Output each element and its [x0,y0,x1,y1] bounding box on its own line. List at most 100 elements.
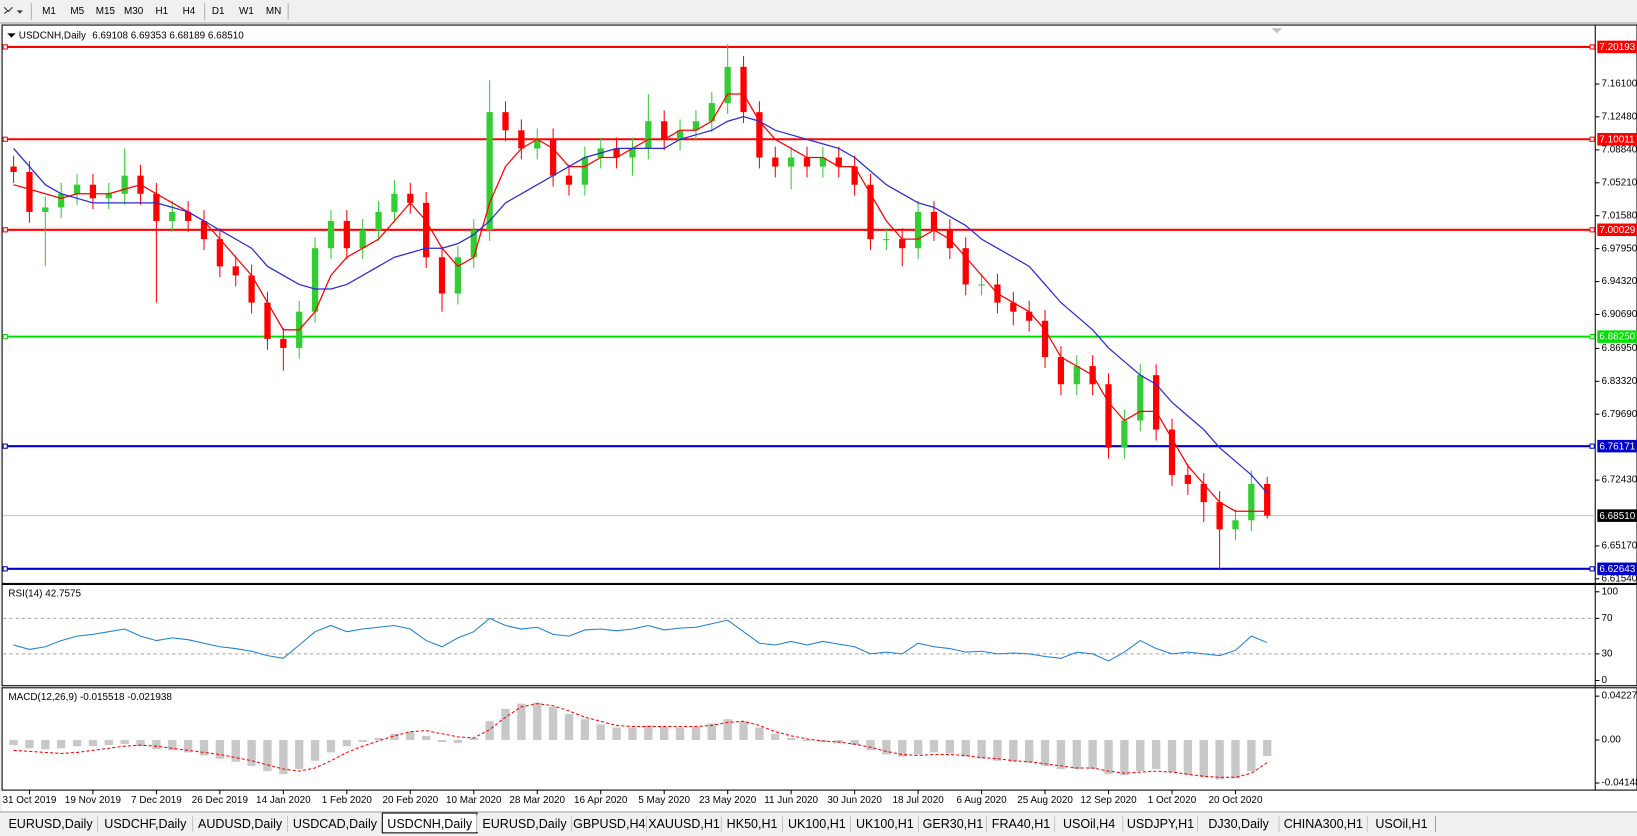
macd-histogram-bar [247,739,256,766]
timeframe-button[interactable]: MN [266,6,281,17]
toolbar-tool-icon[interactable] [3,6,13,14]
timeframe-button[interactable]: D1 [212,6,225,17]
tab-label[interactable]: USDJPY,H1 [1127,817,1194,831]
tab-label[interactable]: GER30,H1 [923,817,984,831]
tab-label[interactable]: FRA40,H1 [992,817,1050,831]
tab[interactable] [477,814,572,832]
tab[interactable] [721,814,783,832]
candle-body [1232,520,1239,530]
y-tick-label: 6.79690 [1602,409,1637,420]
level-price-label: 7.20193 [1599,42,1635,53]
candle-body [803,157,811,167]
candle-body [1264,483,1271,516]
level-price-label: 7.00029 [1599,225,1635,236]
timeframe-button[interactable]: W1 [239,6,254,17]
y-tick-label: 100 [1602,586,1619,597]
x-tick-label: 1 Feb 2020 [322,795,373,806]
tab-label[interactable]: EURUSD,Daily [8,817,93,831]
macd-histogram-bar [771,733,780,740]
x-tick-label: 26 Dec 2019 [192,795,249,806]
chart-shift-marker [1271,28,1283,34]
candle-body [772,157,779,167]
tab[interactable] [1279,814,1368,832]
candle-body [724,66,731,104]
tab-label[interactable]: USDCHF,Daily [104,817,187,831]
candle-body [121,175,128,194]
x-tick-label: 1 Oct 2020 [1148,795,1197,806]
macd-histogram-bar [469,737,478,740]
timeframe-button[interactable]: M1 [42,6,56,17]
candle-body [343,220,350,249]
candle-body [359,230,366,249]
macd-histogram-bar [104,739,113,746]
rsi-title: RSI(14) 42.7575 [8,588,81,599]
y-tick-label: 6.97950 [1602,243,1637,254]
tab[interactable] [646,814,722,832]
tab[interactable] [782,814,851,832]
macd-histogram-bar [374,737,383,740]
candle-body [629,148,636,158]
tab-label[interactable]: UK100,H1 [856,817,914,831]
tab-label[interactable]: USOil,H4 [1063,817,1115,831]
candle-body [1057,357,1065,385]
tab[interactable] [192,814,288,832]
macd-histogram-bar [929,739,939,753]
tab-label[interactable]: GBPUSD,H4 [573,817,645,831]
timeframe-button[interactable]: H4 [183,6,196,17]
tab-label[interactable]: EURUSD,Daily [482,817,567,831]
candle-body [169,211,176,221]
moving-average [13,116,1268,494]
tab-label[interactable]: USDCAD,Daily [293,817,378,831]
tab-label[interactable]: HK50,H1 [727,817,778,831]
tab[interactable] [97,814,193,832]
toolbar [0,0,1637,23]
tab[interactable] [1123,814,1198,832]
x-tick-label: 5 May 2020 [638,795,690,806]
candle-body [565,175,573,185]
y-tick-label: 7.05210 [1602,177,1637,188]
tab[interactable] [850,814,919,832]
timeframe-button[interactable]: M30 [124,6,144,17]
tab-label[interactable]: DJ30,Daily [1208,817,1269,831]
tab-label[interactable]: XAUUSD,H1 [648,817,720,831]
tab-label[interactable]: USOil,H1 [1375,817,1427,831]
candle-body [1248,483,1255,521]
macd-histogram-bar [310,739,320,761]
current-price-tag [1597,509,1637,522]
tab[interactable] [3,814,98,832]
tab[interactable] [571,814,647,832]
timeframe-button[interactable]: H1 [155,6,168,17]
candle-body [645,121,652,149]
x-tick-label: 18 Jul 2020 [892,795,944,806]
toolbar-dropdown[interactable] [16,10,23,14]
tab-label[interactable]: CHINA300,H1 [1284,817,1363,831]
timeframe-button[interactable]: M15 [96,6,116,17]
tab[interactable] [1367,814,1436,832]
candle-body [407,193,414,203]
macd-histogram-bar [41,739,50,750]
macd-histogram-bar [88,739,98,747]
tab[interactable] [1197,814,1280,832]
macd-histogram-bar [1072,739,1081,770]
x-tick-label: 25 Aug 2020 [1017,795,1073,806]
x-tick-label: 30 Jun 2020 [827,795,882,806]
main-panel [1,24,1637,584]
macd-histogram-bar [342,739,351,747]
macd-histogram-bar [1183,739,1193,776]
macd-histogram-bar [660,726,669,740]
tab-label[interactable]: USDCNH,Daily [387,817,473,831]
symbol-title: USDCNH,Daily [19,30,86,41]
candle-body [454,257,462,294]
macd-histogram-bar [898,739,907,757]
timeframe-button[interactable]: M5 [70,6,84,17]
candle-body [835,157,842,167]
tab-label[interactable]: AUDUSD,Daily [198,817,283,831]
macd-histogram-bar [57,739,66,749]
macd-histogram-bar [533,702,542,740]
tab[interactable] [918,814,988,832]
candle-body [819,157,827,167]
tab-label[interactable]: UK100,H1 [788,817,846,831]
tab[interactable] [987,814,1056,832]
tab[interactable] [1055,814,1124,832]
tab[interactable] [287,814,383,832]
